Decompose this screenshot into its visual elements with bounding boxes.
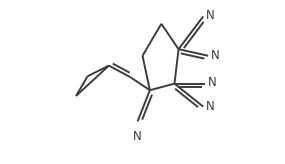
- Text: N: N: [133, 130, 141, 143]
- Text: N: N: [208, 76, 217, 89]
- Text: N: N: [206, 100, 215, 113]
- Text: N: N: [206, 9, 215, 22]
- Text: N: N: [211, 49, 220, 62]
